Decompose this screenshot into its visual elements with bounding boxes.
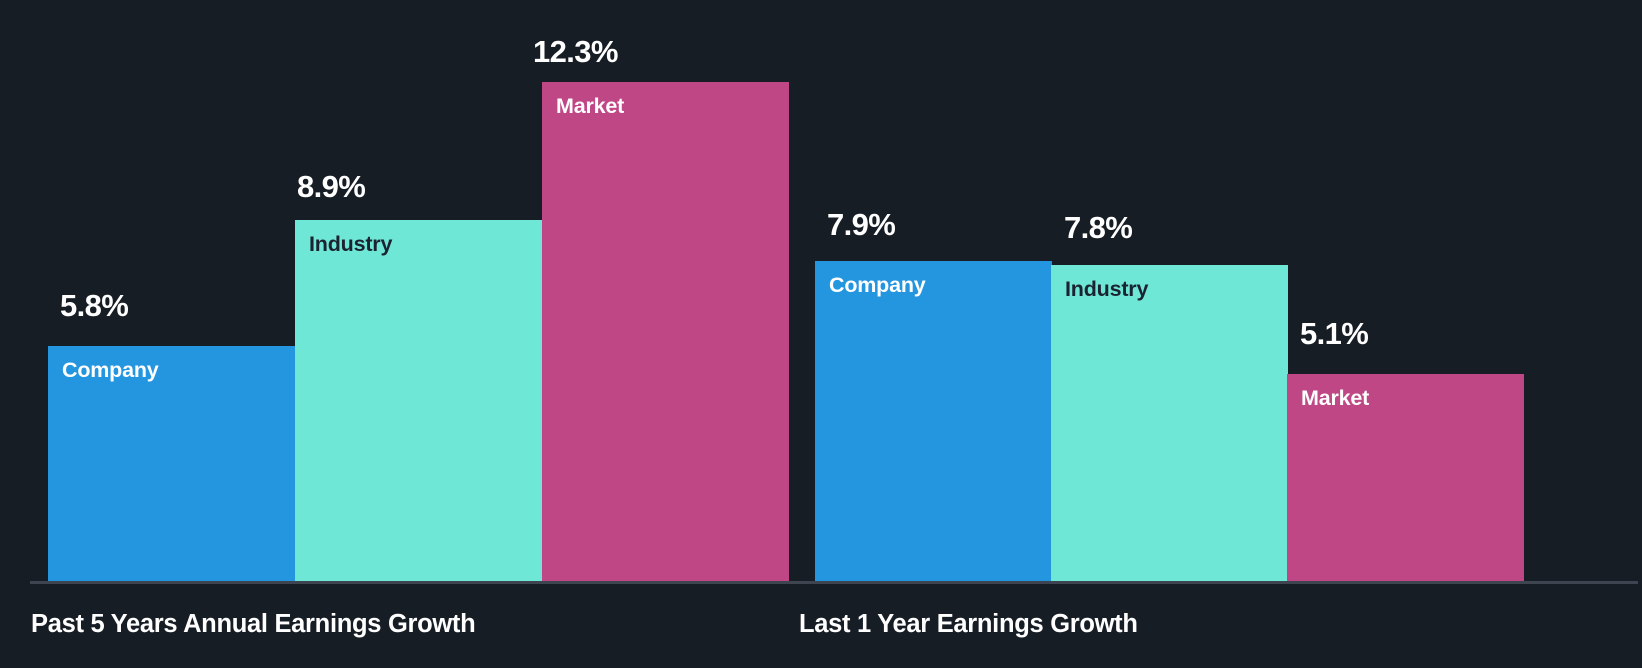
bar-label-industry: Industry	[1065, 277, 1149, 301]
value-label-industry: 7.8%	[1064, 210, 1133, 245]
bar-industry[interactable]: Industry	[295, 220, 542, 581]
bar-fill-industry: Industry	[1051, 265, 1288, 581]
chart-panel-past-5-years: Company 5.8% Industry 8.9% Market 12.3% …	[0, 0, 805, 668]
bar-label-market: Market	[1301, 386, 1370, 410]
bar-label-company: Company	[829, 273, 926, 297]
value-label-industry: 8.9%	[297, 169, 366, 204]
bar-fill-company: Company	[48, 346, 295, 581]
panel-title-past-5-years: Past 5 Years Annual Earnings Growth	[31, 610, 476, 638]
axis-baseline	[30, 581, 805, 584]
bar-company[interactable]: Company	[815, 261, 1052, 581]
value-label-company: 7.9%	[827, 207, 896, 242]
bar-fill-market: Market	[1287, 374, 1524, 581]
bar-fill-company: Company	[815, 261, 1052, 581]
value-label-market: 12.3%	[533, 34, 619, 69]
value-label-market: 5.1%	[1300, 316, 1369, 351]
bar-market[interactable]: Market	[542, 82, 789, 581]
value-label-company: 5.8%	[60, 288, 129, 323]
bar-label-market: Market	[556, 94, 625, 118]
bar-label-company: Company	[62, 358, 159, 382]
axis-baseline	[805, 581, 1638, 584]
bar-company[interactable]: Company	[48, 346, 295, 581]
chart-panel-last-1-year: Company 7.9% Industry 7.8% Market 5.1% L…	[799, 0, 1642, 668]
bar-label-industry: Industry	[309, 232, 393, 256]
bar-market[interactable]: Market	[1287, 374, 1524, 581]
bar-fill-market: Market	[542, 82, 789, 581]
bar-fill-industry: Industry	[295, 220, 542, 581]
bar-industry[interactable]: Industry	[1051, 265, 1288, 581]
panel-title-last-1-year: Last 1 Year Earnings Growth	[799, 610, 1138, 638]
